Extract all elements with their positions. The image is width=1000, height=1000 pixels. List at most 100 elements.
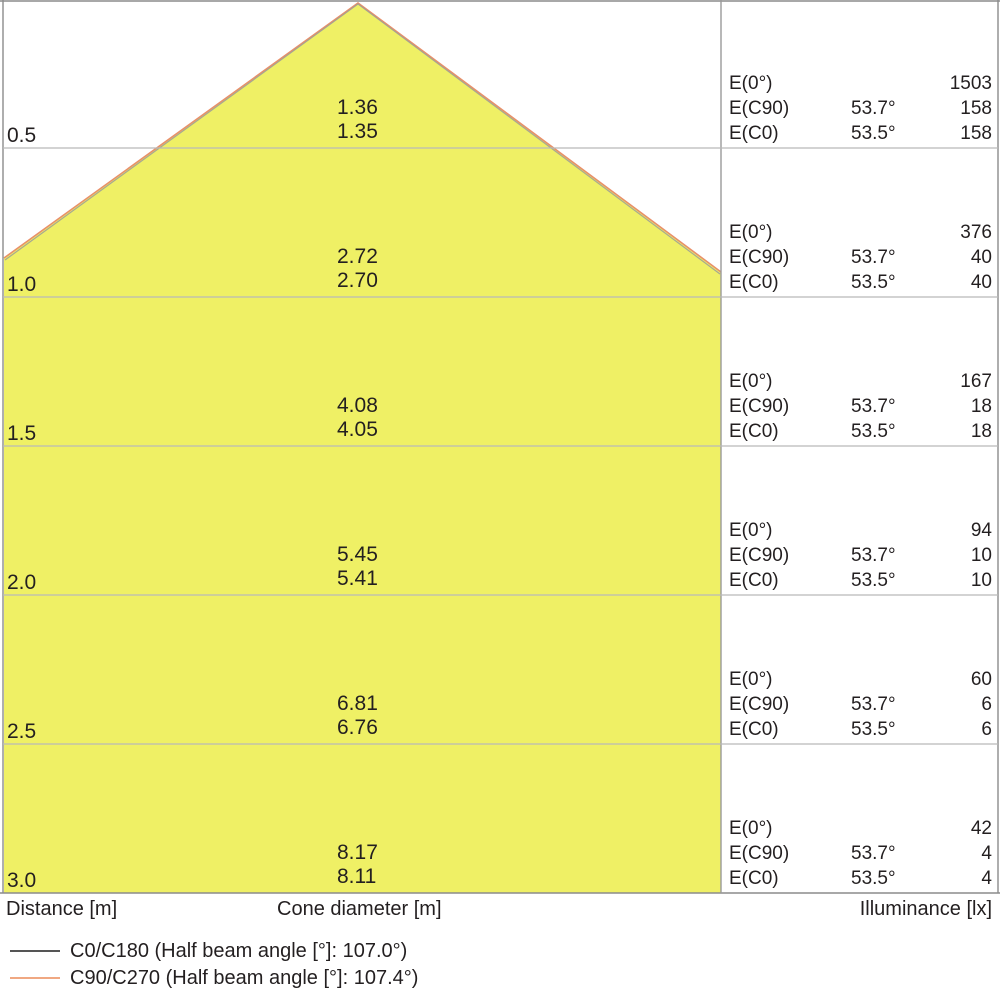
legend-label-c0: C0/C180 (Half beam angle [°]: 107.0°) <box>70 940 408 962</box>
legend-label-c90: C90/C270 (Half beam angle [°]: 107.4°) <box>70 967 419 989</box>
distance-label-1: 1.0 <box>7 273 37 296</box>
legend-line-icon-c90 <box>10 977 60 979</box>
cone-diameter-c0-4: 6.76 <box>337 716 378 739</box>
illuminance-row: E(0°) 42 <box>729 816 992 841</box>
illuminance-row: E(C90) 53.7° 10 <box>729 543 992 568</box>
cone-diameter-c0-2: 4.05 <box>337 418 378 441</box>
cone-diameter-group-4: 6.81 6.76 <box>337 692 378 740</box>
cone-diameter-c90-0: 1.36 <box>337 96 378 119</box>
illuminance-value: 6 <box>981 719 992 740</box>
illuminance-row: E(C90) 53.7° 40 <box>729 245 992 270</box>
illuminance-angle: 53.5° <box>851 868 896 889</box>
cone-diameter-c0-1: 2.70 <box>337 269 378 292</box>
legend-line-icon-c0 <box>10 950 60 952</box>
distance-label-0: 0.5 <box>7 124 37 147</box>
axis-caption-row: Distance [m] Cone diameter [m] Illuminan… <box>0 898 1000 930</box>
illuminance-label: E(0°) <box>729 73 773 94</box>
legend-item-c90-c270: C90/C270 (Half beam angle [°]: 107.4°) <box>0 965 1000 992</box>
illuminance-block-4: E(0°) 60 E(C90) 53.7° 6 E(C0) 53.5° 6 <box>729 667 992 742</box>
distance-label-4: 2.5 <box>7 720 37 743</box>
illuminance-angle: 53.5° <box>851 123 896 144</box>
illuminance-label: E(C90) <box>729 396 790 417</box>
illuminance-angle: 53.7° <box>851 247 896 268</box>
illuminance-value: 158 <box>960 98 992 119</box>
cone-diameter-c0-3: 5.41 <box>337 567 378 590</box>
illuminance-label: E(C0) <box>729 421 779 442</box>
illuminance-value: 42 <box>970 818 992 839</box>
illuminance-label: E(C90) <box>729 843 790 864</box>
cone-plot-area: 0.5 1.0 1.5 2.0 2.5 3.0 1.36 1.35 2.72 2… <box>0 0 1000 894</box>
illuminance-value: 94 <box>970 520 992 541</box>
cone-diameter-group-5: 8.17 8.11 <box>337 841 378 889</box>
illuminance-value: 167 <box>960 371 992 392</box>
illuminance-row: E(C0) 53.5° 40 <box>729 270 992 295</box>
illuminance-value: 10 <box>970 545 992 566</box>
illuminance-value: 4 <box>981 843 992 864</box>
cone-diameter-c90-4: 6.81 <box>337 692 378 715</box>
illuminance-row: E(C0) 53.5° 10 <box>729 568 992 593</box>
illuminance-label: E(0°) <box>729 669 773 690</box>
distance-label-5: 3.0 <box>7 869 37 892</box>
cone-diameter-c90-3: 5.45 <box>337 543 378 566</box>
cone-edge-c0 <box>4 3 721 275</box>
distance-label-3: 2.0 <box>7 571 37 594</box>
illuminance-label: E(C0) <box>729 272 779 293</box>
cone-diameter-c0-5: 8.11 <box>337 865 377 888</box>
illuminance-value: 4 <box>981 868 992 889</box>
illuminance-angle: 53.5° <box>851 421 896 442</box>
illuminance-angle: 53.5° <box>851 719 896 740</box>
cone-diameter-c90-1: 2.72 <box>337 245 378 268</box>
illuminance-value: 18 <box>970 396 992 417</box>
cone-diameter-group-1: 2.72 2.70 <box>337 245 378 293</box>
distance-axis-caption: Distance [m] <box>6 898 118 920</box>
illuminance-angle: 53.5° <box>851 272 896 293</box>
legend: C0/C180 (Half beam angle [°]: 107.0°) C9… <box>0 938 1000 992</box>
cone-fill-c90 <box>4 3 721 893</box>
cone-diameter-group-0: 1.36 1.35 <box>337 96 378 144</box>
illuminance-block-1: E(0°) 376 E(C90) 53.7° 40 E(C0) 53.5° 40 <box>729 220 992 295</box>
illuminance-label: E(0°) <box>729 818 773 839</box>
illuminance-value: 60 <box>970 669 992 690</box>
cone-diameter-c90-2: 4.08 <box>337 394 378 417</box>
illuminance-row: E(C90) 53.7° 158 <box>729 96 992 121</box>
illuminance-value: 6 <box>981 694 992 715</box>
illuminance-label: E(C0) <box>729 123 779 144</box>
illuminance-block-2: E(0°) 167 E(C90) 53.7° 18 E(C0) 53.5° 18 <box>729 369 992 444</box>
illuminance-angle: 53.7° <box>851 396 896 417</box>
illuminance-label: E(0°) <box>729 520 773 541</box>
illuminance-value: 18 <box>970 421 992 442</box>
illuminance-angle: 53.7° <box>851 694 896 715</box>
illuminance-row: E(0°) 94 <box>729 518 992 543</box>
distance-label-2: 1.5 <box>7 422 37 445</box>
cone-diameter-group-3: 5.45 5.41 <box>337 543 378 591</box>
illuminance-value: 40 <box>970 247 992 268</box>
illuminance-angle: 53.7° <box>851 98 896 119</box>
illuminance-block-5: E(0°) 42 E(C90) 53.7° 4 E(C0) 53.5° 4 <box>729 816 992 891</box>
illuminance-row: E(C0) 53.5° 6 <box>729 717 992 742</box>
illuminance-angle: 53.7° <box>851 843 896 864</box>
illuminance-row: E(C0) 53.5° 158 <box>729 121 992 146</box>
cone-diameter-c0-0: 1.35 <box>337 120 378 143</box>
illuminance-label: E(C90) <box>729 545 790 566</box>
legend-item-c0-c180: C0/C180 (Half beam angle [°]: 107.0°) <box>0 938 1000 965</box>
illuminance-row: E(C90) 53.7° 4 <box>729 841 992 866</box>
illuminance-angle: 53.7° <box>851 545 896 566</box>
illuminance-row: E(0°) 60 <box>729 667 992 692</box>
illuminance-row: E(0°) 167 <box>729 369 992 394</box>
illuminance-value: 158 <box>960 123 992 144</box>
illuminance-label: E(C90) <box>729 98 790 119</box>
illuminance-label: E(C0) <box>729 719 779 740</box>
illuminance-value: 1503 <box>949 73 992 94</box>
cone-diameter-axis-caption: Cone diameter [m] <box>277 898 442 920</box>
illuminance-angle: 53.5° <box>851 570 896 591</box>
illuminance-axis-caption: Illuminance [lx] <box>859 898 992 920</box>
illuminance-label: E(0°) <box>729 371 773 392</box>
illuminance-label: E(0°) <box>729 222 773 243</box>
illuminance-label: E(C90) <box>729 247 790 268</box>
illuminance-row: E(C90) 53.7° 18 <box>729 394 992 419</box>
illuminance-value: 10 <box>970 570 992 591</box>
illuminance-label: E(C0) <box>729 868 779 889</box>
illuminance-row: E(0°) 376 <box>729 220 992 245</box>
illuminance-row: E(0°) 1503 <box>729 71 992 96</box>
